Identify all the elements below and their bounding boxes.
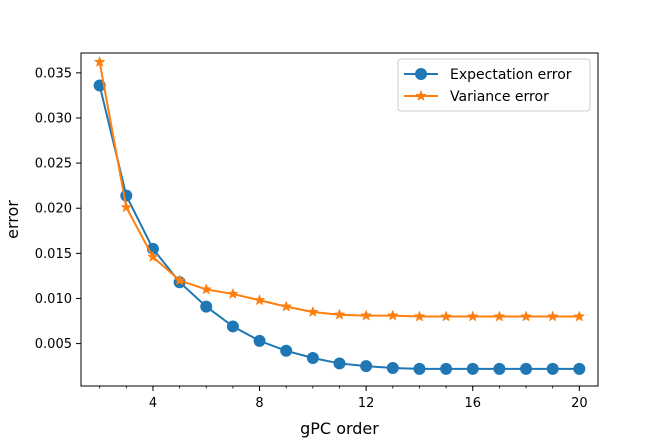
data-point <box>466 362 479 375</box>
data-point <box>493 310 506 322</box>
legend-marker <box>415 68 427 80</box>
data-point <box>440 362 453 375</box>
data-point <box>573 310 586 322</box>
y-axis: 0.005 0.010 0.015 0.020 0.025 0.030 0.035 <box>35 66 81 352</box>
data-point <box>93 55 106 68</box>
legend-box <box>397 58 591 112</box>
data-point <box>253 334 266 347</box>
data-point <box>226 320 239 333</box>
data-point <box>226 287 239 299</box>
data-point <box>253 294 266 306</box>
x-tick-label: 8 <box>255 396 263 411</box>
legend-item: Expectation error <box>404 67 572 83</box>
data-point <box>280 300 293 312</box>
data-point <box>520 362 533 375</box>
data-point <box>333 357 346 370</box>
series-line <box>98 85 580 370</box>
data-point <box>386 309 399 321</box>
legend-label: Variance error <box>450 89 549 105</box>
data-point <box>360 360 373 373</box>
data-point <box>120 201 133 213</box>
y-tick-label: 0.005 <box>35 337 72 352</box>
data-point <box>173 274 186 286</box>
x-tick-label: 16 <box>464 396 481 411</box>
x-axis-label: gPC order <box>300 419 379 438</box>
data-point <box>280 344 293 357</box>
data-point <box>200 283 213 295</box>
data-point <box>333 308 346 320</box>
y-tick-label: 0.025 <box>35 157 72 172</box>
data-point <box>147 250 159 262</box>
y-tick-label: 0.020 <box>35 202 72 217</box>
x-tick-label: 20 <box>571 396 588 411</box>
series-layer <box>93 55 586 375</box>
data-point <box>306 305 319 318</box>
data-point <box>360 309 373 321</box>
data-point <box>520 310 532 322</box>
series-variance-error <box>93 55 586 322</box>
data-point <box>466 310 479 322</box>
y-axis-label: error <box>3 200 22 239</box>
legend-item: Variance error <box>404 89 549 105</box>
data-point <box>546 310 559 322</box>
data-point <box>546 362 559 375</box>
x-axis: 4 8 12 16 20 <box>99 386 588 411</box>
data-point <box>573 362 586 375</box>
data-point <box>413 310 426 322</box>
data-point <box>413 362 426 375</box>
data-point <box>93 79 106 92</box>
y-tick-label: 0.035 <box>35 66 72 81</box>
series-expectation-error <box>93 79 586 375</box>
y-tick-label: 0.010 <box>35 292 72 307</box>
legend: Expectation error Variance error <box>397 58 591 112</box>
x-tick-label: 4 <box>149 396 157 411</box>
data-point <box>493 362 506 375</box>
x-tick-label: 12 <box>358 396 375 411</box>
data-point <box>386 361 399 374</box>
legend-marker <box>415 89 427 102</box>
legend-label: Expectation error <box>450 67 572 83</box>
data-point <box>200 300 213 313</box>
data-point <box>440 310 453 322</box>
data-point <box>306 352 319 365</box>
y-tick-label: 0.015 <box>35 247 72 262</box>
y-tick-label: 0.030 <box>35 111 72 126</box>
